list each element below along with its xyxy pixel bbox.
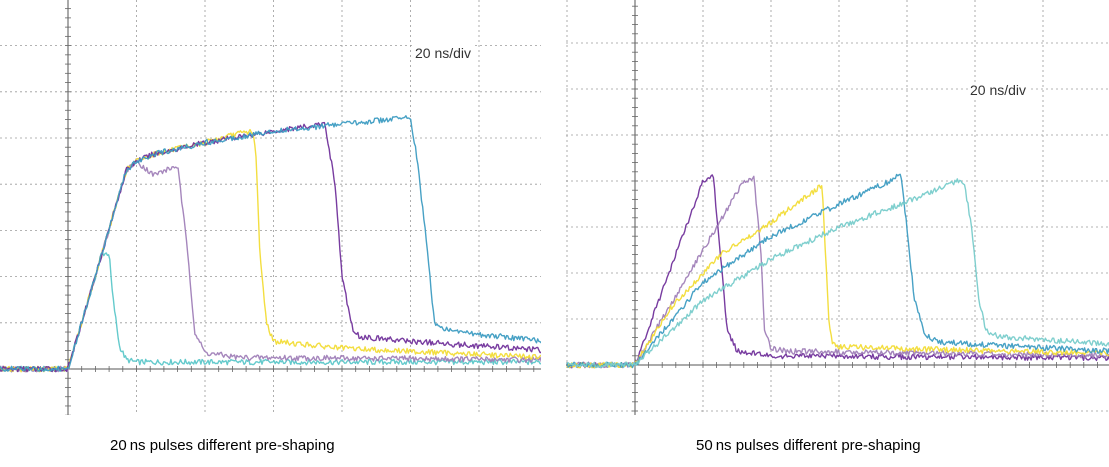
center-axes <box>566 0 1109 415</box>
scope-panel-right: 20 ns/div <box>566 0 1109 415</box>
trace-5 <box>0 115 541 372</box>
trace-4 <box>566 173 1109 369</box>
scope-plot-right <box>566 0 1109 415</box>
trace-2 <box>566 175 1109 369</box>
caption-left: 20 ns pulses different pre-shaping <box>110 437 335 454</box>
trace-1 <box>566 174 1109 369</box>
trace-5 <box>566 178 1109 369</box>
timebase-label-right: 20 ns/div <box>968 82 1029 98</box>
center-axes <box>0 0 541 415</box>
trace-2 <box>0 158 541 373</box>
trace-3 <box>0 128 541 373</box>
caption-right: 50 ns pulses different pre-shaping <box>696 437 921 454</box>
trace-3 <box>566 184 1109 369</box>
scope-plot-left <box>0 0 541 415</box>
timebase-label-left: 20 ns/div <box>413 45 474 61</box>
scope-panel-left: 20 ns/div <box>0 0 541 415</box>
